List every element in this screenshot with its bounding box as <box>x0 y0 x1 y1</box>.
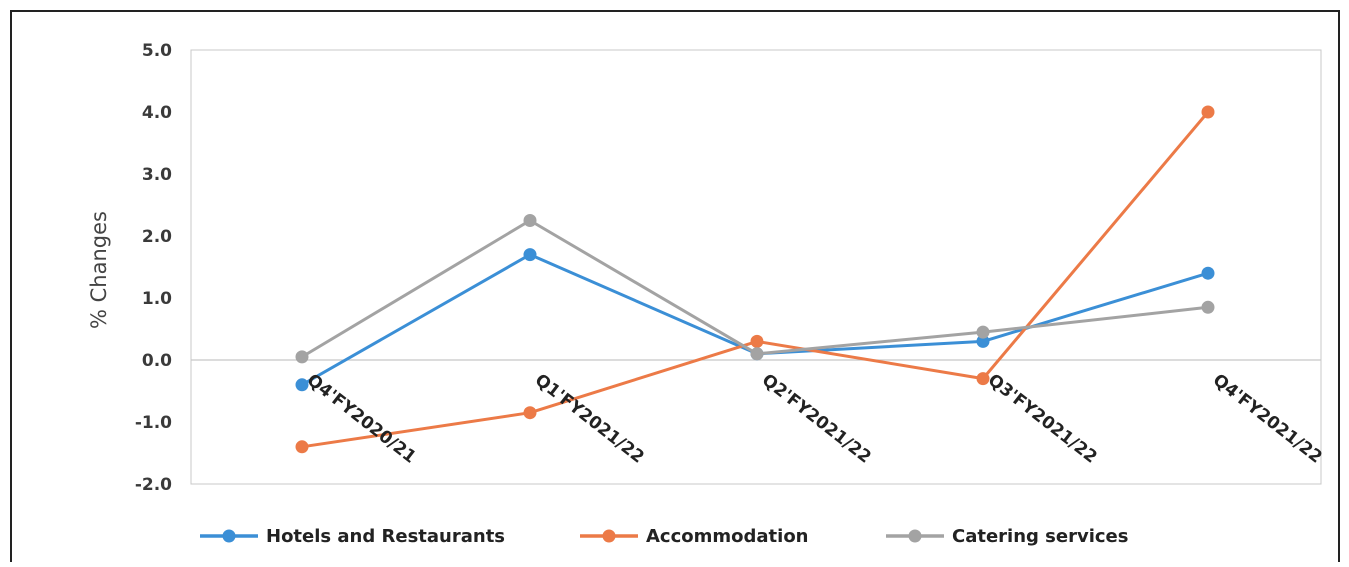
data-point <box>976 325 990 339</box>
y-tick-label: 1.0 <box>142 289 172 309</box>
data-point <box>1201 105 1215 119</box>
series-lines <box>295 105 1215 454</box>
data-point <box>295 440 309 454</box>
data-point <box>295 350 309 364</box>
data-point <box>976 334 990 348</box>
legend-swatch-marker <box>602 529 616 543</box>
data-point <box>750 334 764 348</box>
data-point <box>750 347 764 361</box>
plot-area <box>190 49 1322 485</box>
y-tick-label: 4.0 <box>142 103 172 123</box>
x-category-label: Q3'FY2021/22 <box>984 370 1101 467</box>
y-tick-label: -2.0 <box>135 475 172 495</box>
data-point <box>1201 266 1215 280</box>
data-point <box>523 248 537 262</box>
x-axis-categories: Q4'FY2020/21 Q1'FY2021/22 Q2'FY2021/22 Q3'F… <box>303 370 1326 467</box>
data-point <box>523 406 537 420</box>
y-axis-title: % Changes <box>87 211 111 329</box>
chart-frame <box>10 10 1340 562</box>
y-tick-label: 0.0 <box>142 351 172 371</box>
legend-swatch-marker <box>222 529 236 543</box>
x-category-label: Q4'FY2020/21 <box>303 370 420 467</box>
data-point <box>976 372 990 386</box>
x-category-label: Q4'FY2021/22 <box>1209 370 1326 467</box>
y-axis-ticks: 5.0 4.0 3.0 2.0 1.0 0.0 -1.0 -2.0 <box>135 41 172 495</box>
y-tick-label: 5.0 <box>142 41 172 61</box>
y-tick-label: 3.0 <box>142 165 172 185</box>
legend-swatch-marker <box>908 529 922 543</box>
x-category-label: Q2'FY2021/22 <box>758 370 875 467</box>
data-point <box>1201 300 1215 314</box>
legend: Hotels and Restaurants Accommodation Cater… <box>200 526 1128 547</box>
data-point <box>295 378 309 392</box>
legend-label: Hotels and Restaurants <box>266 526 505 547</box>
legend-label: Catering services <box>952 526 1128 547</box>
legend-label: Accommodation <box>646 526 809 547</box>
y-tick-label: 2.0 <box>142 227 172 247</box>
y-tick-label: -1.0 <box>135 413 172 433</box>
data-point <box>523 214 537 227</box>
x-category-label: Q1'FY2021/22 <box>531 370 648 467</box>
series-line <box>301 111 1210 449</box>
